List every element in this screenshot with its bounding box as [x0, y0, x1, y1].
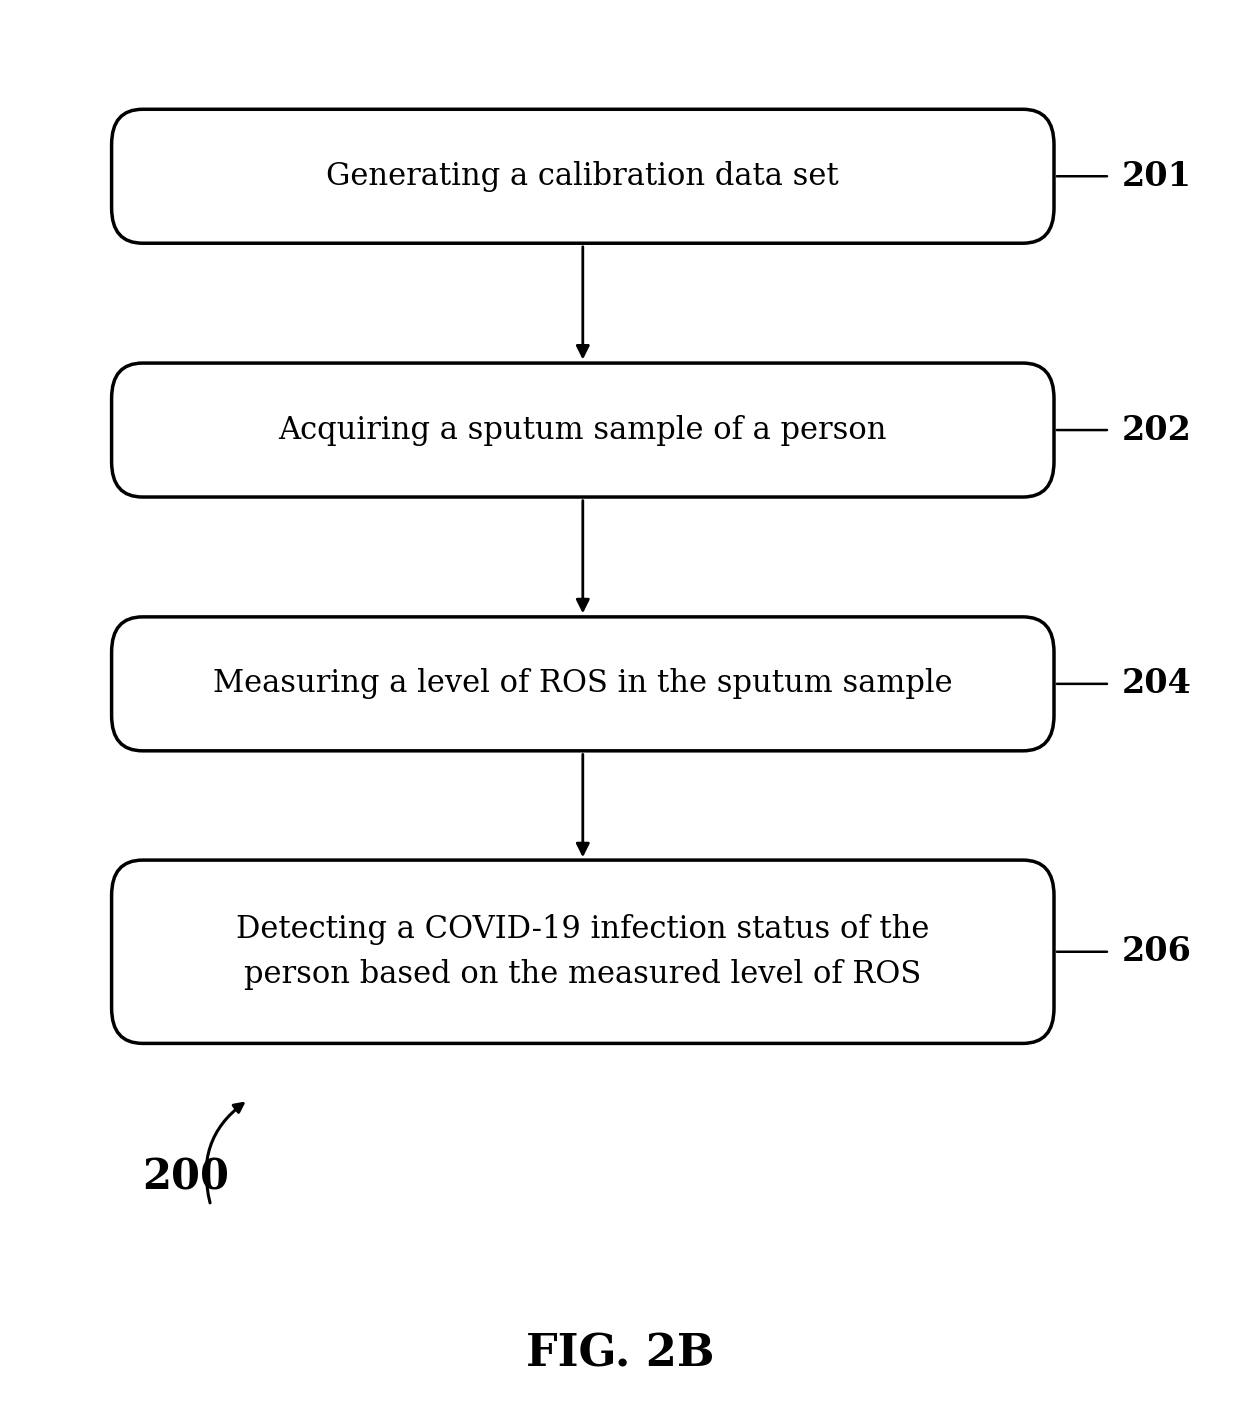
FancyBboxPatch shape — [112, 618, 1054, 750]
Text: Acquiring a sputum sample of a person: Acquiring a sputum sample of a person — [279, 415, 887, 446]
FancyBboxPatch shape — [112, 362, 1054, 498]
Text: 204: 204 — [1122, 667, 1192, 701]
Text: Measuring a level of ROS in the sputum sample: Measuring a level of ROS in the sputum s… — [213, 668, 952, 699]
FancyBboxPatch shape — [112, 110, 1054, 243]
Text: 200: 200 — [143, 1156, 229, 1198]
Text: 206: 206 — [1122, 935, 1192, 969]
Text: FIG. 2B: FIG. 2B — [526, 1332, 714, 1375]
Text: 201: 201 — [1122, 159, 1192, 193]
Text: Detecting a COVID-19 infection status of the
person based on the measured level : Detecting a COVID-19 infection status of… — [236, 914, 930, 990]
Text: 202: 202 — [1122, 413, 1192, 447]
FancyBboxPatch shape — [112, 860, 1054, 1043]
Text: Generating a calibration data set: Generating a calibration data set — [326, 161, 839, 192]
